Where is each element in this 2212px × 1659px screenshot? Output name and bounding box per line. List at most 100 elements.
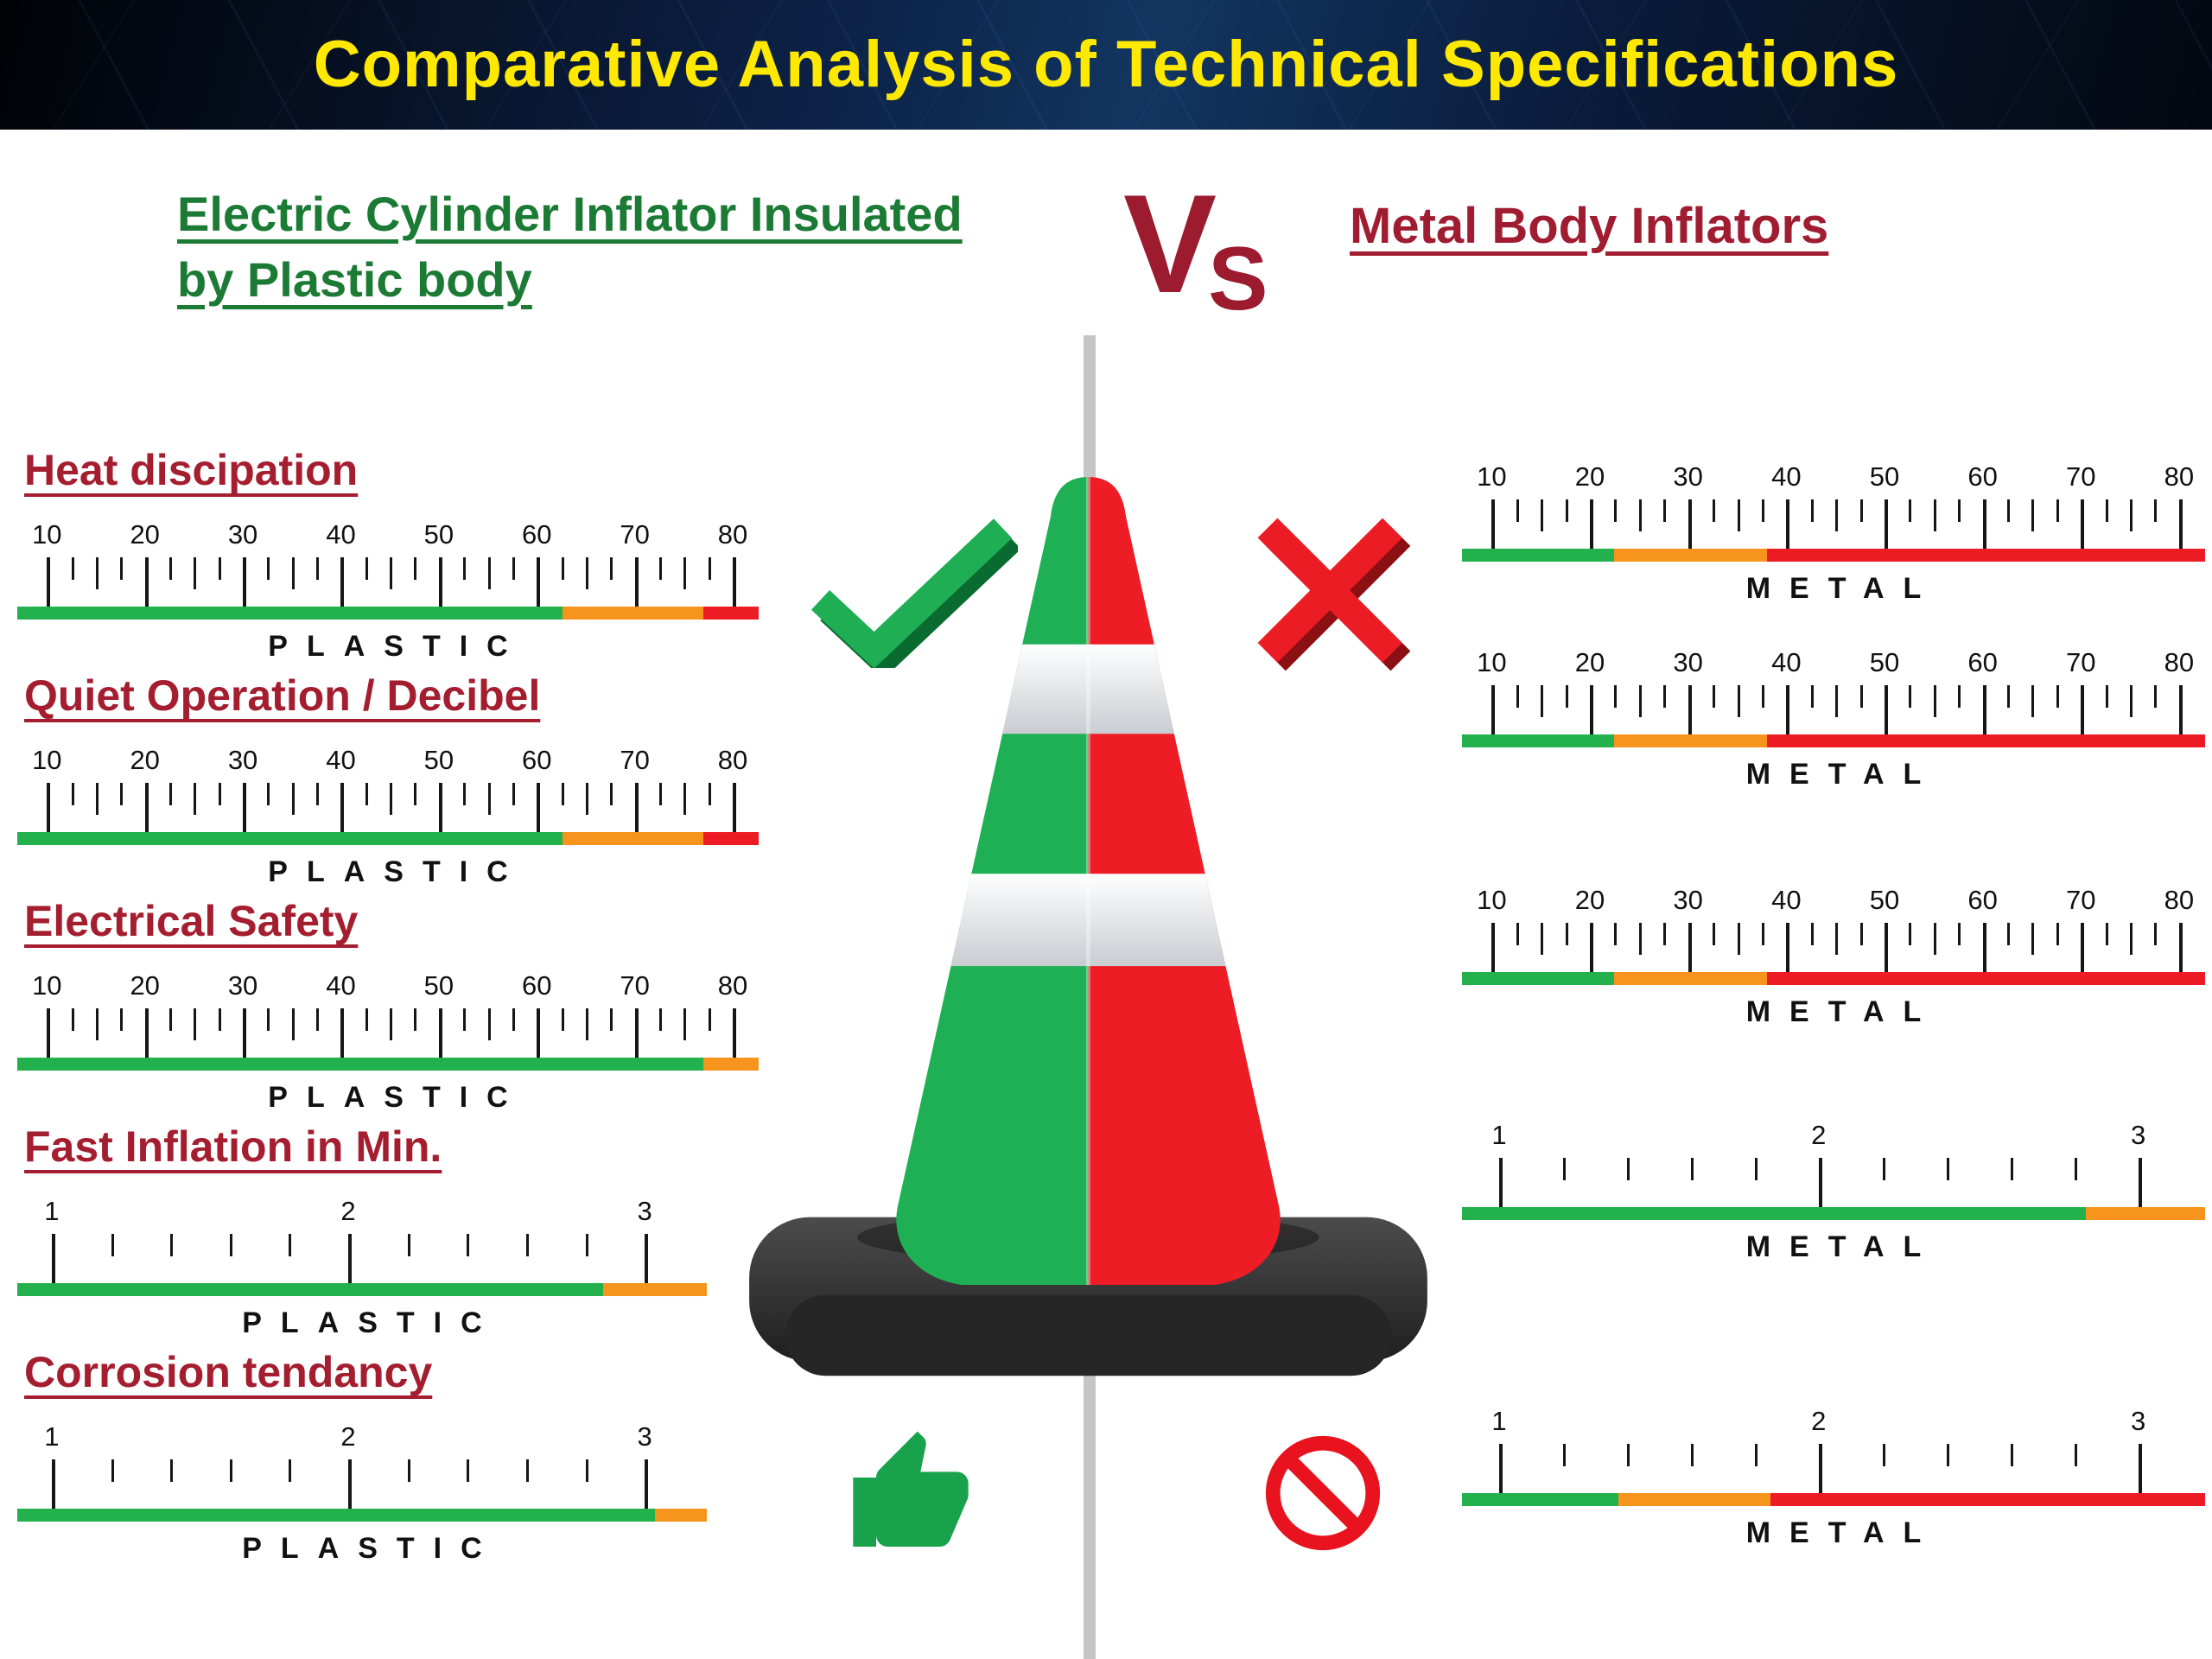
ruler-tick [1737, 685, 1740, 717]
bar-segment-orange [1614, 972, 1767, 985]
ruler-tick [585, 1008, 588, 1040]
tick-number: 1 [44, 1421, 60, 1452]
tick-number: 70 [620, 519, 650, 550]
tick-number: 70 [620, 745, 650, 775]
ruler-tick [390, 1008, 393, 1040]
ruler-tick [1786, 923, 1790, 972]
ruler-tick [525, 1459, 529, 1482]
tick-number: 3 [637, 1196, 652, 1226]
no-entry-icon [1265, 1435, 1381, 1551]
bar-segment-orange [1614, 549, 1767, 562]
gauge-product-label: METAL [1745, 995, 1941, 1028]
ruler-tick [1958, 685, 1961, 708]
ruler-tick [1663, 685, 1667, 708]
ruler-tick [348, 1234, 352, 1283]
tick-number: 1 [1491, 1406, 1507, 1436]
gauge-scale: 1 2 3 PLASTIC [17, 1196, 707, 1340]
bar-segment-green [1462, 549, 1615, 562]
tick-number-row: 10 20 30 40 50 60 70 80 [1462, 885, 2205, 923]
ruler-tick [463, 783, 467, 805]
ruler-tick [169, 557, 173, 580]
ruler-tick [683, 1008, 687, 1040]
ruler-tick [243, 1008, 247, 1058]
ruler-tick [340, 783, 345, 832]
ruler-tick [732, 1008, 736, 1058]
tick-number: 2 [1811, 1120, 1827, 1150]
tick-number: 70 [2066, 647, 2096, 677]
metric-title: Corrosion tendancy [24, 1348, 433, 1396]
ruler-tick [1933, 499, 1936, 531]
tick-number: 2 [1811, 1406, 1827, 1436]
gauge-product-label: METAL [1745, 1516, 1941, 1549]
metric-title: Quiet Operation / Decibel [24, 671, 541, 720]
bar-segment-green [1462, 1493, 1618, 1506]
ruler-tick [144, 783, 149, 832]
ruler-tick [144, 557, 149, 607]
bar-segment-red [702, 832, 759, 845]
bar-segment-red [1770, 1493, 2205, 1506]
ruler-tick [1688, 685, 1692, 734]
ruler-tick [1713, 499, 1716, 522]
ruler-tick [2105, 685, 2108, 708]
tick-number: 50 [423, 970, 454, 1001]
ruler-tick [144, 1008, 149, 1058]
ruler-tick [1810, 923, 1814, 945]
left-product-heading: Electric Cylinder Inflator Insulated by … [177, 181, 1128, 312]
bar-segment-green [1462, 972, 1615, 985]
ruler-tick [1946, 1444, 1949, 1466]
ruler-tick [96, 783, 99, 815]
ruler-tick [170, 1459, 174, 1482]
tick-number: 60 [521, 745, 552, 775]
ruler-tick [291, 783, 295, 815]
ruler-tick [1614, 685, 1618, 708]
ruler-tick [1713, 685, 1716, 708]
ruler-tick [585, 1234, 588, 1256]
tick-number: 10 [1477, 885, 1507, 915]
ruler-tick [407, 1459, 410, 1482]
tick-number: 40 [1771, 647, 1802, 677]
tick-number-row: 1 2 3 [1462, 1120, 2205, 1158]
bar-segment-orange [702, 1058, 759, 1071]
gauge-scale: 1 2 3 METAL [1462, 1120, 2205, 1264]
ruler-tick [585, 1459, 588, 1482]
ruler-tick [708, 783, 711, 805]
ruler-tick [2130, 499, 2133, 531]
ruler-tick [1516, 685, 1519, 708]
ruler-tick [316, 783, 320, 805]
ruler-tick [1713, 923, 1716, 945]
gauge-ruler [1462, 685, 2205, 747]
ruler-tick [438, 557, 442, 607]
ruler-tick [1663, 923, 1667, 945]
tick-number-row: 10 20 30 40 50 60 70 80 [1462, 461, 2205, 499]
tick-number: 10 [1477, 461, 1507, 492]
tick-number: 3 [637, 1421, 652, 1452]
ruler-tick [407, 1234, 410, 1256]
tick-number: 40 [326, 970, 356, 1001]
ruler-tick [1884, 499, 1888, 549]
ruler-tick [2010, 1444, 2013, 1466]
tick-number: 40 [326, 519, 356, 550]
bar-segment-orange [562, 832, 703, 845]
ruler-tick [525, 1234, 529, 1256]
ruler-tick [1541, 685, 1544, 717]
tick-number: 50 [423, 745, 454, 775]
gauge-bar [1462, 734, 2205, 747]
traffic-cone-image [749, 477, 1427, 1376]
ruler-tick [120, 783, 124, 805]
ruler-tick [1982, 923, 1986, 972]
ruler-tick [1933, 923, 1936, 955]
ruler-tick [1835, 685, 1839, 717]
ruler-tick [1614, 499, 1618, 522]
tick-number: 10 [32, 519, 62, 550]
ruler-tick [1626, 1444, 1630, 1466]
gauge-bar [1462, 1493, 2205, 1506]
bar-segment-green [17, 1509, 656, 1522]
ruler-tick [194, 1008, 197, 1040]
ruler-tick [2007, 685, 2011, 708]
right-product-heading: Metal Body Inflators [1350, 198, 1829, 254]
ruler-tick [1835, 499, 1839, 531]
ruler-tick [2105, 923, 2108, 945]
ruler-tick [487, 783, 491, 815]
ruler-tick [2010, 1158, 2013, 1180]
